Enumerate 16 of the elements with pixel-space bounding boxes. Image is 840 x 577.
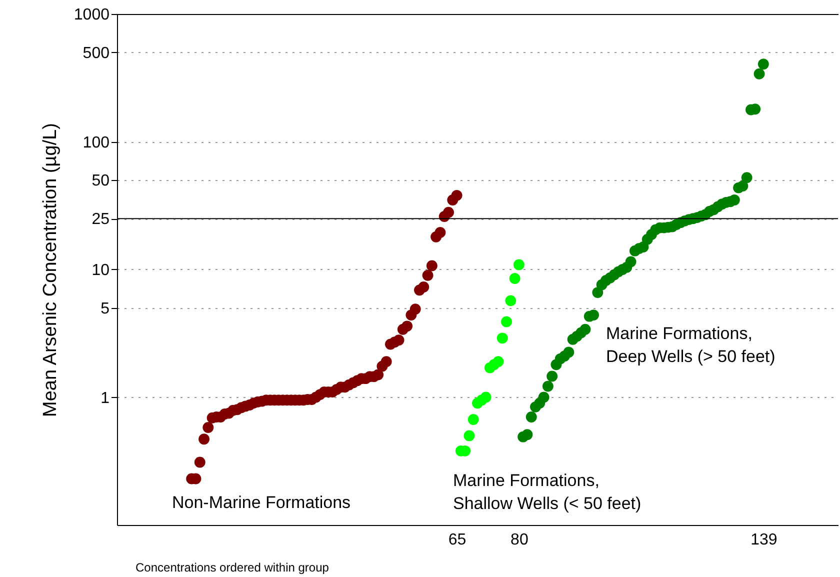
y-tick-label: 1 [100, 390, 110, 407]
x-tick-label: 139 [750, 532, 778, 548]
y-tick-label: 1000 [74, 6, 110, 24]
series-label: Marine Formations, Shallow Wells (< 50 feet) [453, 471, 642, 513]
y-tick-label: 500 [82, 44, 110, 62]
series-label: Marine Formations, Deep Wells (> 50 feet) [606, 324, 776, 366]
y-tick-label: 100 [82, 134, 110, 152]
x-tick-label: 65 [448, 532, 466, 548]
x-axis-title: Concentrations ordered within group [136, 560, 330, 574]
y-axis-title: Mean Arsenic Concentration (µg/L) [40, 123, 61, 417]
y-tick-label: 50 [92, 172, 110, 190]
y-tick-label: 10 [92, 262, 110, 279]
y-tick-label: 25 [92, 211, 110, 228]
series-label: Non-Marine Formations [172, 493, 351, 512]
y-tick-label: 5 [100, 300, 110, 318]
x-tick-label: 80 [510, 532, 528, 548]
